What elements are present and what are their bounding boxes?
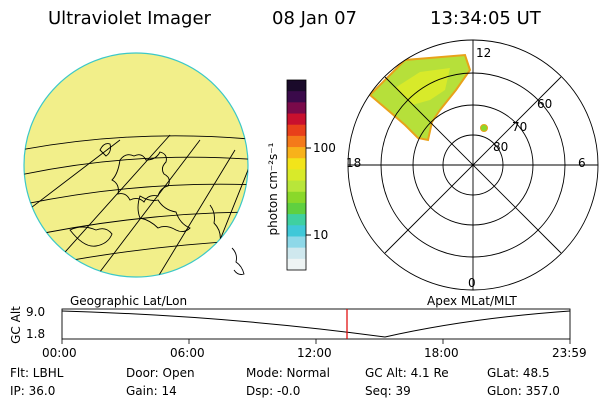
timeline-y-axis-label: GC Alt	[9, 306, 23, 344]
info-glon: GLon: 357.0	[487, 384, 560, 398]
timeline-y-tick-9: 9.0	[26, 305, 46, 319]
mlat-label-70: 70	[512, 120, 528, 134]
mlt-label-6: 6	[578, 156, 586, 170]
colorbar-unit-label: photon cm⁻²s⁻¹	[266, 142, 280, 236]
apex-panel-label: Apex MLat/MLT	[427, 294, 517, 308]
mlt-label-18: 18	[346, 156, 362, 170]
info-dsp: Dsp: -0.0	[246, 384, 301, 398]
colorbar-stripe	[287, 169, 306, 182]
info-gain: Gain: 14	[126, 384, 177, 398]
colorbar-stripe	[287, 113, 306, 126]
colorbar-stripe	[287, 258, 306, 271]
observation-time: 13:34:05 UT	[430, 8, 541, 29]
info-filter: Flt: LBHL	[10, 366, 64, 380]
timeline-x-tick-0600: 06:00	[170, 346, 205, 360]
info-door: Door: Open	[126, 366, 195, 380]
mlt-label-12: 12	[476, 46, 492, 60]
timeline-plot	[61, 308, 571, 344]
info-glat: GLat: 48.5	[487, 366, 550, 380]
info-ip: IP: 36.0	[10, 384, 56, 398]
geographic-panel-label: Geographic Lat/Lon	[70, 294, 188, 308]
colorbar-tick-10: 10	[313, 228, 329, 242]
colorbar-stripe	[287, 202, 306, 215]
aurora-spot	[480, 124, 488, 132]
colorbar	[286, 79, 311, 271]
info-mode: Mode: Normal	[246, 366, 330, 380]
colorbar-stripe	[287, 225, 306, 237]
geographic-image	[23, 52, 249, 278]
mlat-label-60: 60	[537, 97, 553, 111]
colorbar-tick-100: 100	[313, 141, 336, 155]
colorbar-stripe	[287, 191, 306, 204]
info-seq: Seq: 39	[365, 384, 411, 398]
timeline-x-tick-2359: 23:59	[552, 346, 587, 360]
colorbar-stripe	[287, 158, 306, 170]
mlt-label-0: 0	[468, 276, 476, 290]
colorbar-stripe	[287, 214, 306, 226]
instrument-title: Ultraviolet Imager	[48, 8, 211, 29]
earth-disk	[23, 52, 249, 278]
timeline-x-tick-0000: 00:00	[42, 346, 77, 360]
mlat-label-80: 80	[493, 140, 509, 154]
colorbar-stripe	[287, 80, 306, 92]
timeline-x-tick-1800: 18:00	[424, 346, 459, 360]
timeline-y-tick-1-8: 1.8	[26, 327, 46, 341]
colorbar-stripe	[287, 124, 306, 137]
polar-plot	[347, 39, 599, 291]
colorbar-stripe	[287, 135, 306, 148]
colorbar-stripe	[287, 91, 306, 103]
colorbar-stripe	[287, 247, 306, 260]
observation-date: 08 Jan 07	[272, 8, 357, 29]
colorbar-stripe	[287, 147, 306, 159]
timeline-x-tick-1200: 12:00	[297, 346, 332, 360]
info-gc-alt: GC Alt: 4.1 Re	[365, 366, 449, 380]
colorbar-stripe	[287, 102, 306, 115]
colorbar-stripe	[287, 180, 306, 193]
colorbar-stripe	[287, 236, 306, 249]
